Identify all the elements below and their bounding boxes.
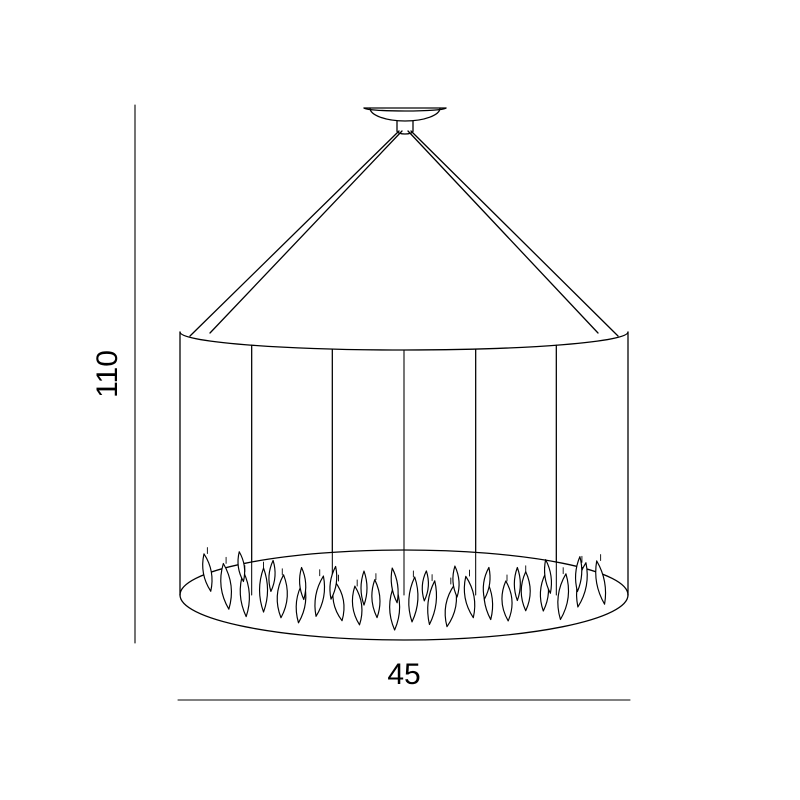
- diagram-container: 110 45: [0, 0, 800, 800]
- height-dimension-label: 110: [93, 350, 123, 398]
- width-dimension-label: 45: [387, 660, 420, 690]
